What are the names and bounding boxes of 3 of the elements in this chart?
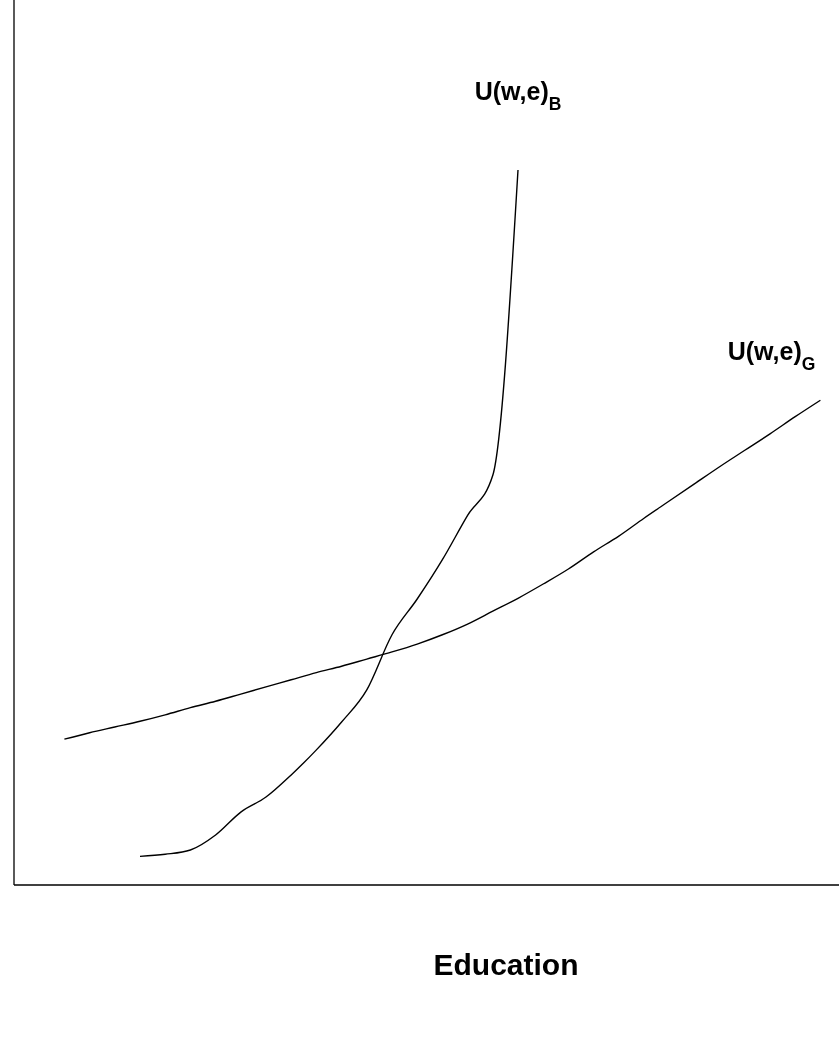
x-axis-title: Education xyxy=(433,948,579,981)
text: U(w,e)$_{B}$ xyxy=(474,77,562,114)
series-label: U(w,e)$_{G}$ xyxy=(727,337,816,375)
